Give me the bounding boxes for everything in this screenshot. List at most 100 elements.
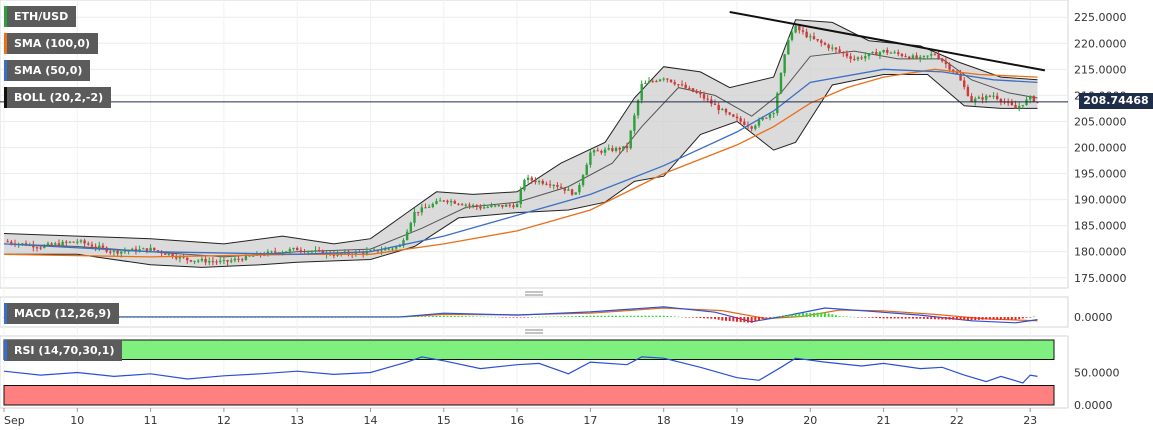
candle-body (120, 251, 123, 254)
candle-body (717, 104, 720, 111)
macd-histogram-bar (446, 315, 449, 317)
boll-label[interactable]: BOLL (20,2,-2) (4, 87, 112, 108)
macd-histogram-bar (703, 317, 706, 319)
macd-histogram-bar (809, 312, 812, 317)
candle-body (248, 255, 251, 257)
candle-body (204, 258, 207, 263)
candle-body (471, 205, 475, 207)
candle-body (72, 241, 75, 243)
candle-body (735, 116, 739, 119)
macd-histogram-bar (944, 317, 947, 320)
sma100-swatch (4, 33, 7, 54)
candle-body (534, 180, 537, 183)
candle-body (955, 72, 959, 74)
candle-body (842, 51, 845, 54)
macd-histogram-bar (823, 312, 826, 317)
macd-histogram-bar (369, 317, 372, 318)
candle-body (10, 241, 13, 244)
macd-histogram-bar (754, 317, 757, 322)
candle-body (460, 204, 464, 206)
candle-body (405, 231, 409, 241)
macd-histogram-bar (644, 315, 647, 317)
sma50-label[interactable]: SMA (50,0) (4, 60, 91, 81)
macd-histogram-bar (508, 317, 511, 318)
macd-histogram-bar (633, 315, 636, 317)
candle-body (175, 257, 178, 259)
x-tick-label-14: 23 (1023, 414, 1037, 427)
macd-histogram-bar (310, 317, 313, 318)
candle-body (1014, 104, 1017, 109)
candle-body (526, 177, 530, 180)
macd-histogram-bar (211, 317, 214, 318)
candle-body (50, 243, 53, 245)
candle-body (893, 52, 896, 54)
candle-body (911, 55, 915, 59)
candle-body (424, 207, 427, 209)
pane-resize-handle-1[interactable] (525, 291, 543, 296)
rsi-oversold-band (3, 385, 1055, 406)
macd-histogram-bar (974, 317, 977, 321)
macd-histogram-bar (266, 317, 269, 318)
candle-body (1029, 96, 1032, 100)
macd-histogram-bar (864, 317, 867, 318)
macd-histogram-bar (248, 317, 251, 318)
candle-body (970, 96, 973, 102)
macd-histogram-bar (413, 316, 416, 318)
candle-body (794, 25, 797, 33)
candle-body (200, 258, 204, 261)
candle-body (519, 189, 522, 204)
macd-histogram-bar (695, 317, 698, 318)
macd-histogram-bar (875, 317, 878, 319)
macd-histogram-bar (827, 313, 830, 317)
sma100-label[interactable]: SMA (100,0) (4, 33, 99, 54)
symbol-label[interactable]: ETH/USD (4, 6, 77, 27)
candle-body (57, 243, 61, 246)
candle-body (230, 260, 233, 262)
macd-histogram-bar (578, 315, 581, 317)
candle-body (369, 250, 372, 252)
candle-body (691, 88, 695, 92)
candle-body (981, 97, 984, 100)
candle-body (1007, 101, 1010, 103)
macd-histogram-bar (340, 317, 343, 318)
macd-histogram-bar (600, 315, 603, 317)
candle-body (413, 211, 416, 223)
macd-histogram-bar (655, 315, 658, 317)
macd-histogram-bar (908, 317, 911, 319)
candle-body (611, 148, 614, 151)
macd-histogram-bar (274, 317, 277, 318)
macd-histogram-bar (472, 316, 475, 317)
macd-histogram-bar (193, 317, 196, 318)
candle-body (684, 84, 687, 89)
x-tick-label-4: 13 (290, 414, 304, 427)
macd-histogram-bar (439, 315, 442, 317)
rsi-label[interactable]: RSI (14,70,30,1) (4, 340, 123, 361)
macd-histogram-bar (593, 315, 596, 317)
macd-histogram-bar (417, 316, 420, 317)
pane-resize-handle-2[interactable] (525, 329, 543, 334)
macd-histogram-bar (178, 317, 181, 318)
candle-body (820, 40, 823, 43)
macd-label[interactable]: MACD (12,26,9) (4, 303, 120, 324)
macd-histogram-bar (1025, 317, 1028, 318)
macd-histogram-bar (743, 317, 746, 323)
candle-body (618, 147, 621, 150)
macd-histogram-bar (527, 317, 530, 318)
x-tick-label-3: 12 (217, 414, 231, 427)
macd-histogram-bar (142, 317, 145, 318)
macd-histogram-bar (424, 316, 427, 317)
macd-histogram-bar (977, 317, 980, 320)
macd-histogram-bar (131, 317, 134, 318)
candle-body (189, 260, 193, 262)
candle-body (783, 54, 786, 73)
candle-body (270, 251, 273, 253)
candle-body (864, 56, 867, 59)
macd-histogram-bar (812, 312, 815, 317)
macd-histogram-bar (479, 316, 482, 318)
symbol-swatch (4, 6, 7, 27)
candle-body (1018, 105, 1021, 109)
macd-histogram-bar (270, 317, 273, 318)
candle-body (501, 205, 504, 207)
macd-histogram-bar (244, 317, 247, 318)
candle-body (101, 245, 105, 248)
